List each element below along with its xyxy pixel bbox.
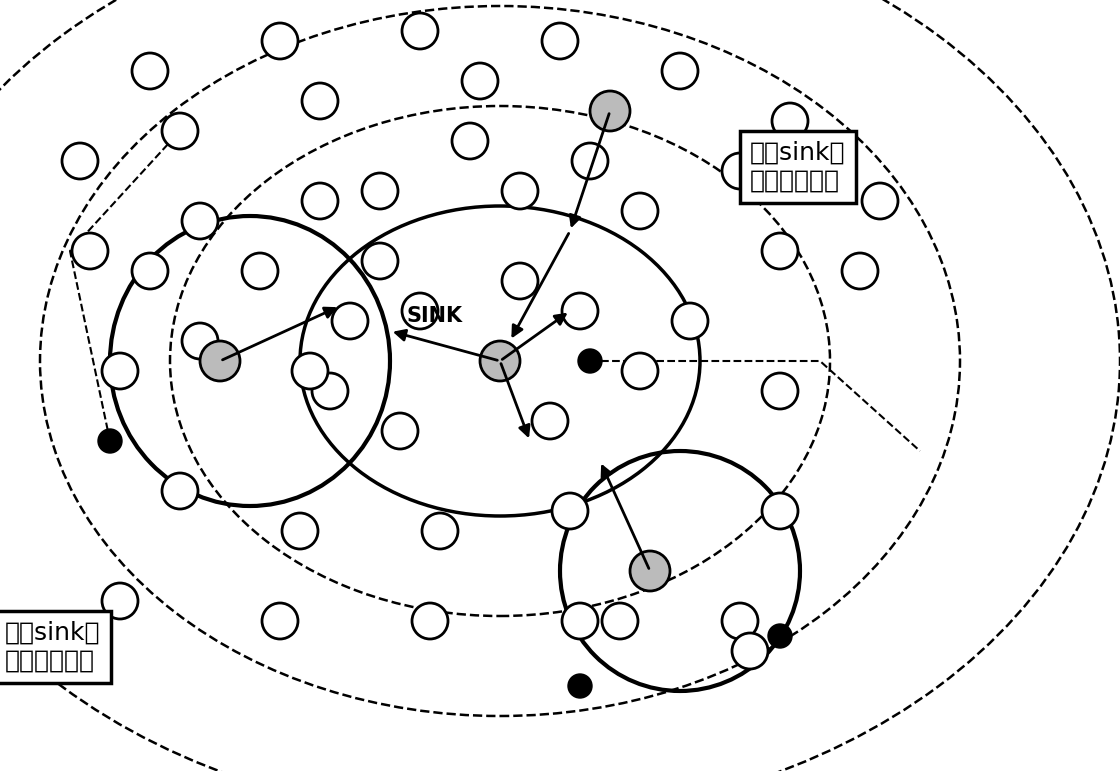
Circle shape (662, 53, 698, 89)
Circle shape (603, 603, 638, 639)
Circle shape (502, 173, 538, 209)
Circle shape (480, 341, 520, 381)
Circle shape (568, 674, 592, 698)
Circle shape (768, 624, 792, 648)
Circle shape (622, 193, 659, 229)
Circle shape (461, 63, 498, 99)
Circle shape (722, 153, 758, 189)
Circle shape (572, 143, 608, 179)
Text: 靠近sink，
路径节点越多: 靠近sink， 路径节点越多 (750, 141, 846, 193)
Circle shape (532, 403, 568, 439)
Circle shape (262, 603, 298, 639)
Circle shape (412, 603, 448, 639)
Circle shape (362, 173, 398, 209)
Circle shape (402, 293, 438, 329)
Circle shape (762, 493, 797, 529)
Circle shape (242, 253, 278, 289)
Circle shape (332, 303, 368, 339)
Circle shape (542, 23, 578, 59)
Circle shape (672, 303, 708, 339)
Circle shape (562, 293, 598, 329)
Circle shape (732, 633, 768, 669)
Circle shape (422, 513, 458, 549)
Text: 远离sink，
路径节点越少: 远离sink， 路径节点越少 (4, 621, 101, 673)
Circle shape (592, 93, 628, 129)
Circle shape (772, 103, 808, 139)
Circle shape (762, 233, 797, 269)
Circle shape (302, 83, 338, 119)
Circle shape (629, 551, 670, 591)
Circle shape (578, 349, 603, 373)
Circle shape (102, 583, 138, 619)
Circle shape (362, 243, 398, 279)
Circle shape (502, 263, 538, 299)
Circle shape (842, 253, 878, 289)
Circle shape (282, 513, 318, 549)
Circle shape (162, 473, 198, 509)
Circle shape (262, 23, 298, 59)
Circle shape (622, 353, 659, 389)
Circle shape (562, 603, 598, 639)
Circle shape (181, 203, 218, 239)
Circle shape (402, 13, 438, 49)
Circle shape (181, 323, 218, 359)
Circle shape (722, 603, 758, 639)
Circle shape (590, 91, 629, 131)
Circle shape (302, 183, 338, 219)
Circle shape (862, 183, 898, 219)
Circle shape (312, 373, 348, 409)
Circle shape (132, 253, 168, 289)
Circle shape (62, 143, 99, 179)
Circle shape (452, 123, 488, 159)
Circle shape (102, 353, 138, 389)
Circle shape (552, 493, 588, 529)
Circle shape (132, 53, 168, 89)
Circle shape (200, 341, 240, 381)
Circle shape (72, 233, 108, 269)
Circle shape (162, 113, 198, 149)
Circle shape (382, 413, 418, 449)
Text: SINK: SINK (407, 306, 463, 326)
Circle shape (292, 353, 328, 389)
Circle shape (762, 373, 797, 409)
Circle shape (99, 429, 122, 453)
